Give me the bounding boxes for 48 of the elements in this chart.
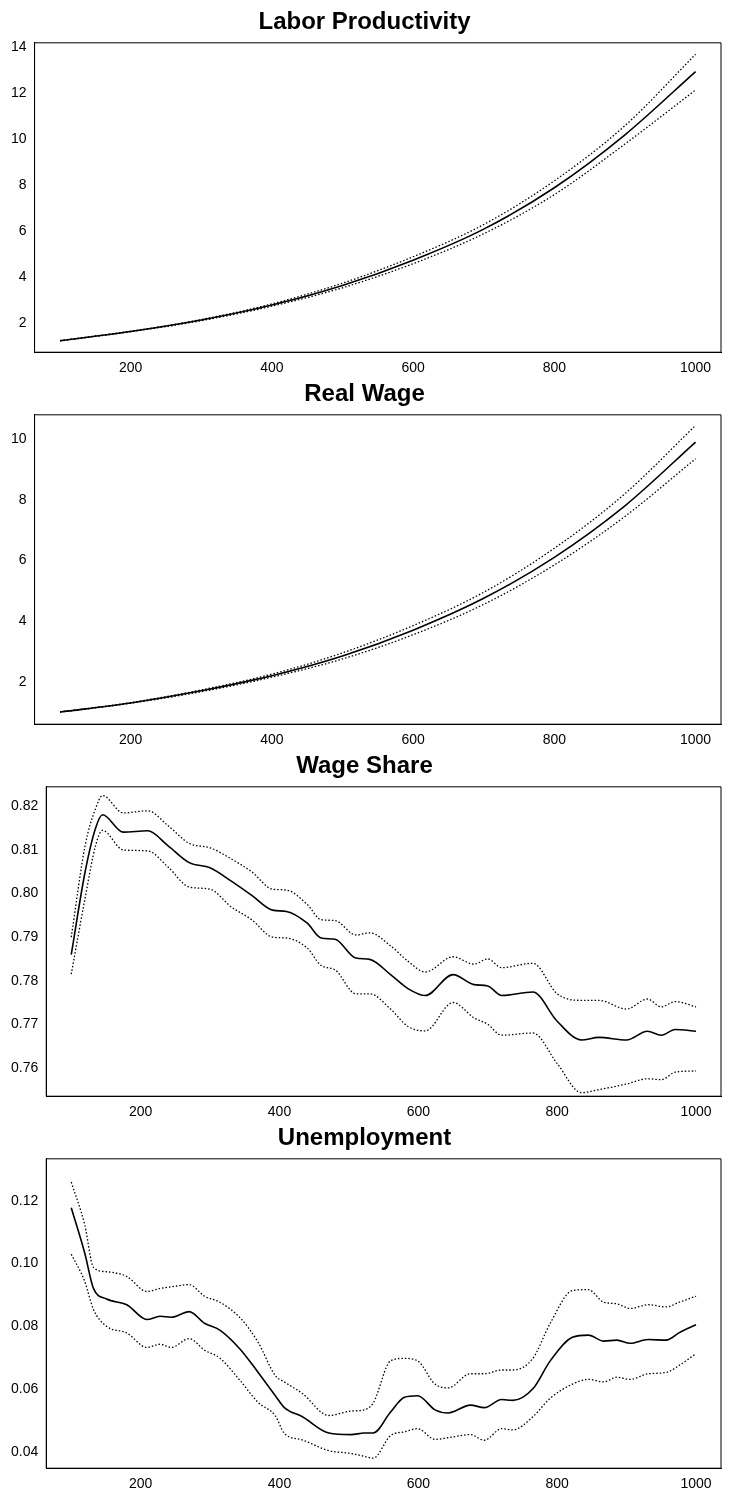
chart-title: Unemployment	[277, 1123, 452, 1151]
x-tick-label: 200	[128, 1103, 153, 1120]
y-tick-label: 8	[18, 176, 27, 193]
y-tick-label: 0.82	[11, 797, 39, 814]
y-tick-label: 6	[18, 222, 27, 239]
y-tick-label: 4	[18, 611, 27, 628]
x-tick-label: 400	[267, 1475, 292, 1492]
x-tick-label: 800	[545, 1103, 570, 1120]
x-tick-label: 400	[260, 359, 284, 376]
y-tick-label: 4	[18, 268, 27, 285]
x-tick-label: 200	[128, 1475, 153, 1492]
x-tick-label: 400	[267, 1103, 292, 1120]
x-tick-label: 600	[406, 1475, 431, 1492]
x-tick-label: 1000	[680, 359, 712, 376]
y-tick-label: 0.78	[11, 971, 39, 988]
y-tick-label: 12	[10, 84, 27, 101]
chart-title: Real Wage	[304, 379, 425, 407]
y-tick-label: 0.12	[11, 1191, 39, 1208]
y-tick-label: 0.79	[11, 928, 39, 944]
y-tick-label: 0.80	[11, 884, 39, 901]
y-tick-label: 0.06	[11, 1379, 39, 1396]
x-tick-label: 600	[406, 1103, 431, 1120]
y-tick-label: 0.76	[11, 1058, 39, 1075]
y-tick-label: 10	[10, 429, 27, 446]
chart-title: Wage Share	[296, 751, 433, 779]
y-tick-label: 0.08	[11, 1317, 39, 1334]
x-tick-label: 200	[118, 731, 143, 748]
x-tick-label: 1000	[680, 1103, 712, 1120]
y-tick-label: 2	[18, 672, 27, 689]
y-tick-label: 0.10	[11, 1254, 39, 1271]
x-tick-label: 1000	[680, 1475, 712, 1492]
y-tick-label: 10	[10, 130, 27, 147]
x-tick-label: 600	[401, 731, 425, 748]
x-tick-label: 600	[401, 359, 425, 376]
y-tick-label: 8	[18, 490, 27, 507]
y-tick-label: 2	[18, 314, 27, 331]
chart-title: Labor Productivity	[258, 7, 472, 35]
x-tick-label: 1000	[680, 731, 712, 748]
y-tick-label: 0.81	[11, 840, 39, 857]
y-tick-label: 0.77	[11, 1015, 39, 1032]
x-tick-label: 800	[542, 731, 567, 748]
x-tick-label: 200	[118, 359, 143, 376]
x-tick-label: 800	[542, 359, 567, 376]
y-tick-label: 0.04	[11, 1442, 39, 1459]
y-tick-label: 6	[18, 551, 27, 568]
x-tick-label: 400	[260, 731, 284, 748]
y-tick-label: 14	[10, 38, 27, 55]
x-tick-label: 800	[545, 1475, 570, 1492]
